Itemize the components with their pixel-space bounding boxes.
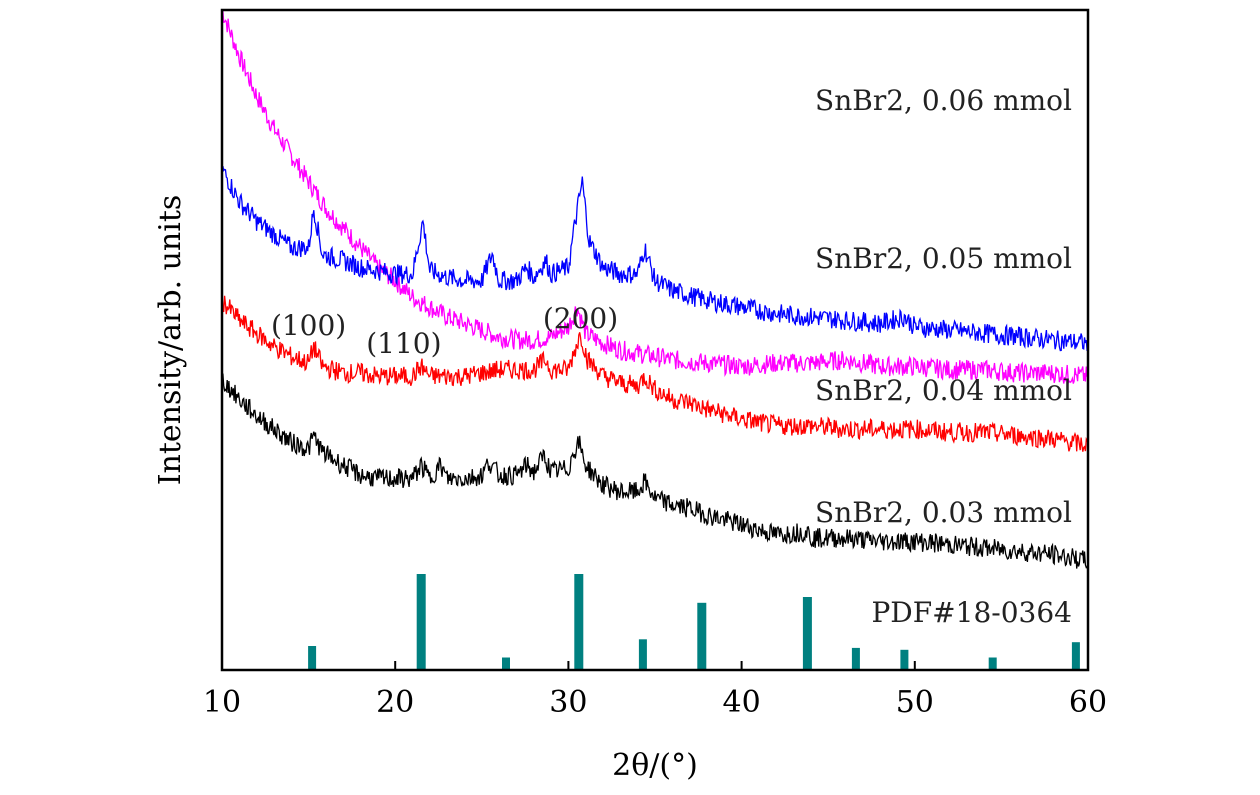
series-line-3 [221, 295, 1089, 452]
peak-label-3: (200) [543, 302, 618, 335]
reference-bar-3 [502, 657, 510, 670]
reference-bar-8 [851, 647, 860, 670]
reference-bar-7 [802, 597, 812, 670]
reference-bar-11 [1071, 642, 1080, 670]
reference-bar-10 [988, 657, 997, 670]
series-label-1: SnBr2, 0.06 mmol [815, 84, 1072, 117]
plot-frame [220, 8, 1090, 672]
x-tick-label-40: 40 [723, 685, 761, 720]
series-label-3: SnBr2, 0.04 mmol [815, 374, 1072, 407]
x-tick-label-20: 20 [376, 685, 414, 720]
x-tick-label-60: 60 [1069, 685, 1107, 720]
peak-labels: (100) (110) (200) [271, 302, 618, 360]
peak-label-2: (110) [366, 327, 441, 360]
x-tick-label-10: 10 [203, 685, 241, 720]
reference-bars [308, 574, 1080, 670]
series-line-4 [221, 373, 1089, 569]
reference-bar-9 [900, 649, 909, 670]
x-axis-title: 2θ/(°) [612, 748, 698, 783]
series-line-2 [221, 165, 1089, 352]
series-label-4: SnBr2, 0.03 mmol [815, 496, 1072, 529]
x-tick-label-50: 50 [896, 685, 934, 720]
x-tick-labels: 10 20 30 40 50 60 [203, 685, 1107, 720]
peak-label-1: (100) [271, 309, 346, 342]
series-lines [221, 9, 1089, 569]
reference-bar-1 [308, 646, 317, 670]
reference-bar-5 [638, 639, 647, 670]
y-axis-title: Intensity/arb. units [153, 195, 188, 486]
reference-bar-6 [697, 602, 707, 670]
series-label-2: SnBr2, 0.05 mmol [815, 242, 1072, 275]
series-labels: SnBr2, 0.06 mmol SnBr2, 0.05 mmol SnBr2, 0… [815, 84, 1072, 529]
x-tick-label-30: 30 [549, 685, 587, 720]
reference-label: PDF#18-0364 [871, 596, 1072, 629]
reference-bar-4 [574, 574, 584, 670]
x-ticks [221, 661, 1089, 670]
reference-bar-2 [416, 574, 426, 670]
series-line-1 [221, 9, 1089, 384]
